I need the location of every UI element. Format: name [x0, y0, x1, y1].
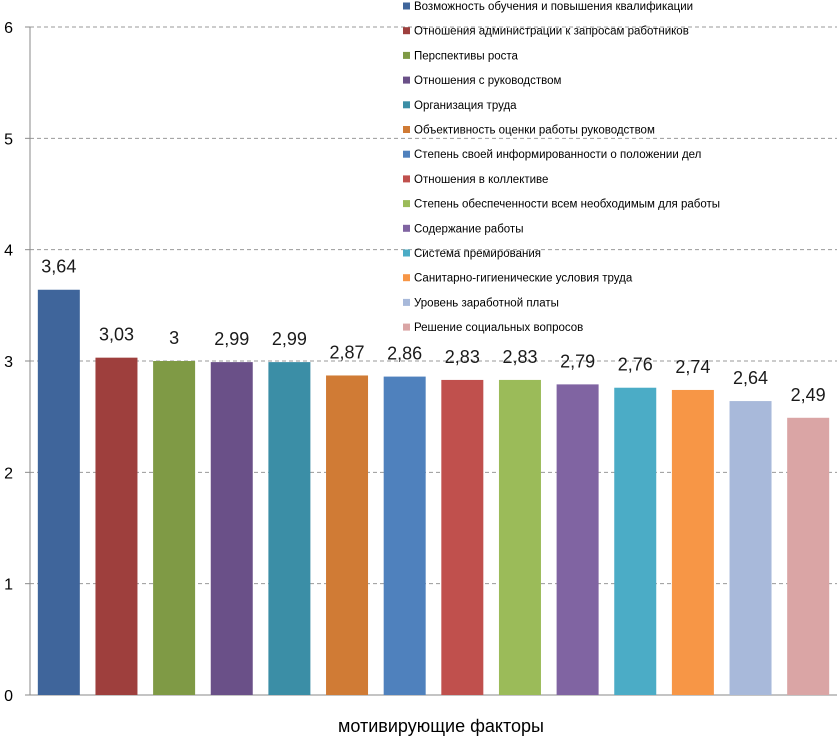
legend-swatch — [403, 2, 410, 10]
bar — [210, 362, 253, 695]
legend-swatch — [403, 175, 410, 183]
legend-swatch — [403, 76, 410, 84]
legend-label: Возможность обучения и повышения квалифи… — [414, 1, 693, 13]
data-label: 2,99 — [214, 329, 249, 349]
bars — [37, 289, 830, 695]
data-label: 2,74 — [675, 357, 710, 377]
data-label: 3,03 — [99, 325, 134, 345]
legend-label: Организация труда — [414, 100, 517, 112]
legend-swatch — [403, 101, 410, 109]
legend-label: Перспективы роста — [414, 50, 519, 62]
y-tick-label: 3 — [4, 354, 13, 371]
data-label: 2,64 — [733, 368, 768, 388]
bar — [326, 375, 369, 695]
data-label: 2,86 — [387, 344, 422, 364]
legend-swatch — [403, 200, 410, 208]
legend-label: Объективность оценки работы руководством — [414, 125, 655, 137]
y-tick-label: 5 — [4, 131, 13, 148]
y-tick-label: 2 — [4, 465, 13, 482]
bar — [671, 389, 714, 695]
legend-swatch — [403, 224, 410, 232]
bar — [441, 379, 484, 695]
legend-label: Содержание работы — [414, 223, 523, 235]
legend-label: Отношения с руководством — [414, 75, 562, 87]
legend-swatch — [403, 298, 410, 306]
legend-label: Степень своей информированности о положе… — [414, 149, 701, 161]
bar — [268, 362, 311, 695]
bar — [498, 379, 541, 695]
bar — [787, 417, 830, 695]
bar — [729, 401, 772, 695]
data-label: 2,87 — [330, 342, 365, 362]
legend-label: Санитарно-гигиенические условия труда — [414, 273, 633, 285]
data-label: 2,83 — [445, 347, 480, 367]
y-tick-label: 1 — [4, 577, 13, 594]
y-axis: 0 1 2 3 4 5 6 — [4, 20, 31, 705]
legend-swatch — [403, 126, 410, 133]
legend-swatch — [403, 249, 410, 257]
data-label: 2,49 — [791, 385, 826, 405]
legend-label: Степень обеспеченности всем необходимым … — [414, 199, 720, 211]
bar — [153, 361, 196, 695]
legend-label: Отношения администрации к запросам работ… — [414, 26, 689, 38]
legend-label: Уровень заработной платы — [414, 297, 559, 309]
legend-swatch — [403, 27, 410, 35]
x-axis-title: мотивирующие факторы — [338, 716, 544, 736]
legend-swatch — [403, 323, 410, 331]
data-label: 2,99 — [272, 329, 307, 349]
y-tick-label: 0 — [4, 688, 13, 705]
data-label: 3 — [169, 328, 179, 348]
legend-swatch — [403, 150, 410, 158]
bar — [383, 376, 426, 695]
bar — [614, 387, 657, 695]
bar — [556, 384, 599, 695]
bar — [95, 357, 138, 695]
y-tick-label: 6 — [4, 20, 13, 37]
legend-swatch — [403, 51, 410, 59]
legend: Возможность обучения и повышения квалифи… — [403, 1, 720, 334]
data-label: 3,64 — [41, 257, 76, 277]
data-labels: 3,64 3,03 3 2,99 2,99 2,87 2,86 2,83 2,83 2,79 2,7… — [41, 257, 825, 405]
legend-label: Решение социальных вопросов — [414, 322, 583, 334]
y-tick-label: 4 — [4, 243, 13, 260]
bar — [37, 289, 80, 695]
legend-swatch — [403, 274, 410, 282]
data-label: 2,83 — [502, 347, 537, 367]
data-label: 2,79 — [560, 351, 595, 371]
data-label: 2,76 — [618, 355, 653, 375]
legend-label: Отношения в коллективе — [414, 174, 548, 186]
legend-label: Система премирования — [414, 248, 541, 260]
